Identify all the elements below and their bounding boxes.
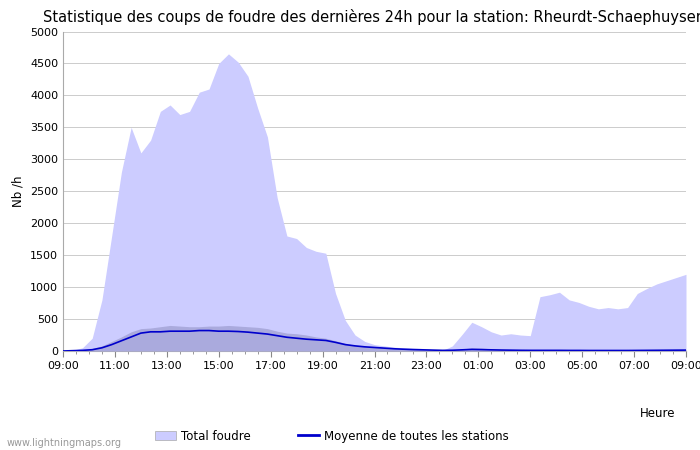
Text: www.lightningmaps.org: www.lightningmaps.org [7,438,122,448]
Y-axis label: Nb /h: Nb /h [11,176,25,207]
Text: Heure: Heure [640,407,676,420]
Title: Statistique des coups de foudre des dernières 24h pour la station: Rheurdt-Schae: Statistique des coups de foudre des dern… [43,9,700,25]
